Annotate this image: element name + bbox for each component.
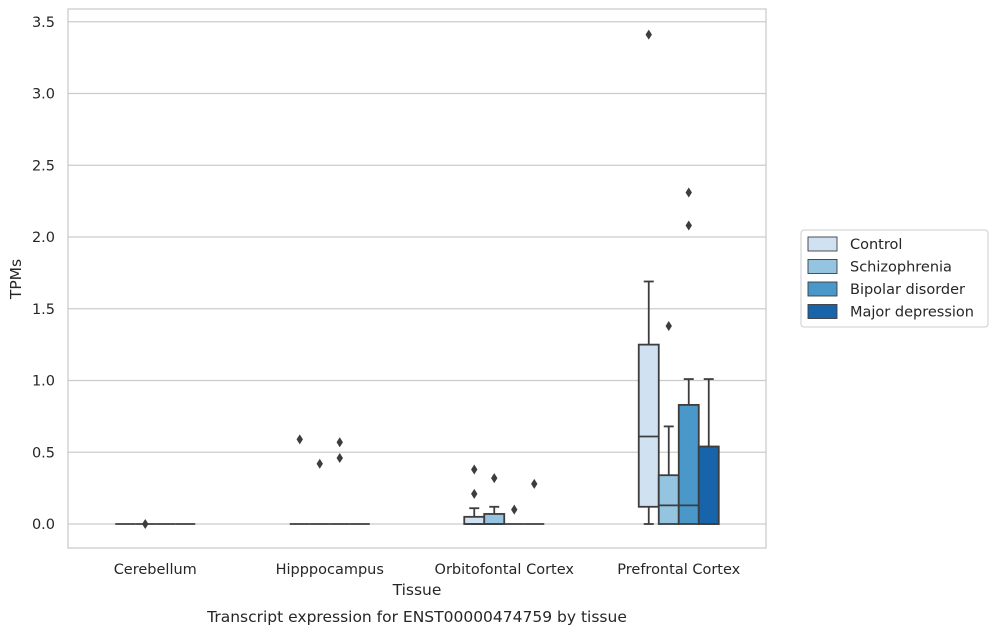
outlier-point [471,488,478,499]
box-bipolar-disorder [677,187,700,525]
y-tick-label: 0.0 [32,517,55,533]
gridlines [68,21,766,525]
plot-frame [67,8,767,549]
outlier-point [685,220,692,231]
box-iqr [463,515,486,525]
legend-label: Major depression [850,305,974,321]
outlier-point [336,437,343,448]
legend-swatch [807,236,838,252]
legend-label: Schizophrenia [850,260,952,276]
box-major-depression [524,478,545,525]
outlier-point [296,434,303,445]
y-tick-label: 3.0 [32,87,55,103]
box-schizophrenia [657,320,680,525]
x-axis-ticks: Cerebellum Hipppocampus Orbitofontal Corte… [114,562,741,578]
outlier-point [491,473,498,484]
legend-swatch [807,259,838,274]
box-control [289,434,310,525]
legend-swatch [807,304,838,319]
y-axis-ticks: 0.0 0.5 1.0 1.5 2.0 2.5 3.0 3.5 [32,15,55,533]
chart-caption: Transcript expression for ENST0000047475… [206,608,627,626]
box-iqr [697,445,720,525]
box-control [637,29,660,525]
outlier-point [471,464,478,475]
box-schizophrenia [483,473,506,525]
box-bipolar-disorder [504,504,525,525]
outlier-point [336,452,343,463]
x-tick-label: Cerebellum [114,562,197,578]
box-iqr [637,343,660,508]
y-tick-label: 1.0 [32,374,55,390]
y-tick-label: 2.5 [32,158,55,174]
legend-label: Control [850,237,902,253]
box-control [463,464,486,525]
legend-label: Bipolar disorder [850,282,965,298]
legend-frame [800,229,989,328]
y-tick-label: 1.5 [32,302,55,318]
legend-swatch [807,281,838,297]
outlier-point [511,504,518,515]
y-tick-label: 3.5 [32,15,55,31]
box-bipolar-disorder [329,437,350,525]
box-iqr [483,513,506,525]
outlier-point [142,519,149,529]
box-plot-groups [115,29,720,529]
box-schizophrenia [309,458,330,525]
x-tick-label: Hipppocampus [276,562,384,578]
legend: Control Schizophrenia Bipolar disorder Majo… [800,229,989,328]
x-tick-label: Orbitofontal Cortex [435,562,575,578]
y-tick-label: 0.5 [32,445,55,461]
box-major-depression [697,378,720,525]
outlier-point [531,478,538,489]
outlier-point [665,320,672,331]
x-tick-label: Prefrontal Cortex [617,562,740,578]
outlier-point [645,29,652,40]
x-axis-label: Tissue [392,581,442,599]
box-schizophrenia [135,519,156,529]
y-axis-label: TPMs [7,259,25,300]
box-iqr [657,474,680,525]
y-tick-label: 2.0 [32,230,55,246]
outlier-point [316,458,323,469]
outlier-point [685,187,692,198]
